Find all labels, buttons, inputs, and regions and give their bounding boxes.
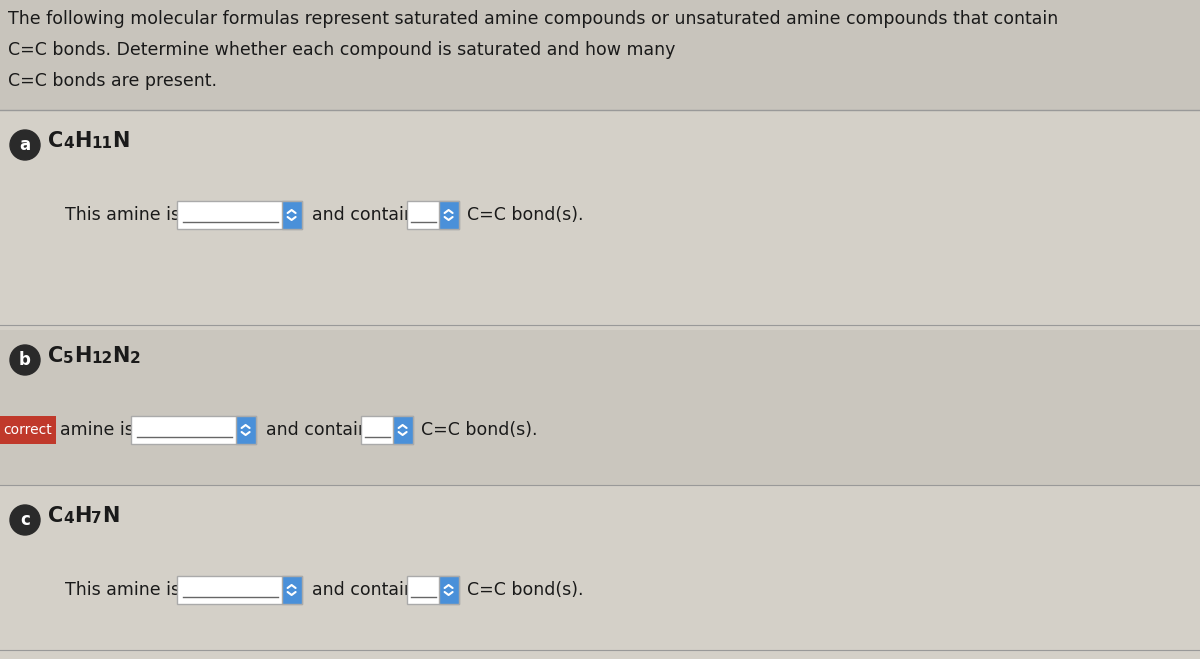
FancyBboxPatch shape	[0, 115, 1200, 325]
Text: 4: 4	[64, 136, 74, 151]
Text: C=C bonds. Determine whether each compound is saturated and how many: C=C bonds. Determine whether each compou…	[8, 41, 676, 59]
FancyBboxPatch shape	[0, 330, 1200, 485]
Text: b: b	[19, 351, 31, 369]
FancyBboxPatch shape	[282, 576, 301, 604]
FancyBboxPatch shape	[131, 416, 256, 444]
FancyBboxPatch shape	[439, 201, 458, 229]
FancyBboxPatch shape	[0, 0, 1200, 110]
Text: C=C bonds are present.: C=C bonds are present.	[8, 72, 217, 90]
Text: amine is: amine is	[60, 421, 134, 439]
Text: 12: 12	[91, 351, 113, 366]
Text: and contains: and contains	[265, 421, 378, 439]
FancyBboxPatch shape	[439, 576, 458, 604]
FancyBboxPatch shape	[392, 416, 413, 444]
FancyBboxPatch shape	[407, 201, 458, 229]
Text: N: N	[113, 346, 130, 366]
Text: H: H	[74, 346, 91, 366]
Text: C: C	[48, 131, 64, 151]
FancyBboxPatch shape	[176, 576, 301, 604]
Text: H: H	[74, 506, 91, 526]
FancyBboxPatch shape	[361, 416, 413, 444]
Text: This amine is: This amine is	[65, 581, 180, 599]
Text: C: C	[48, 506, 64, 526]
Text: 11: 11	[91, 136, 113, 151]
Circle shape	[10, 130, 40, 160]
FancyBboxPatch shape	[407, 576, 458, 604]
Text: C=C bond(s).: C=C bond(s).	[467, 581, 583, 599]
Text: 2: 2	[130, 351, 140, 366]
FancyBboxPatch shape	[0, 416, 56, 444]
Text: and contains: and contains	[312, 581, 424, 599]
Text: This amine is: This amine is	[65, 206, 180, 224]
Text: C: C	[48, 346, 64, 366]
FancyBboxPatch shape	[282, 201, 301, 229]
Text: 5: 5	[64, 351, 74, 366]
Text: C=C bond(s).: C=C bond(s).	[467, 206, 583, 224]
Text: a: a	[19, 136, 30, 154]
FancyBboxPatch shape	[0, 490, 1200, 650]
Text: 7: 7	[91, 511, 102, 526]
Text: and contains: and contains	[312, 206, 424, 224]
Circle shape	[10, 505, 40, 535]
Text: H: H	[74, 131, 91, 151]
Text: N: N	[102, 506, 119, 526]
Text: N: N	[113, 131, 130, 151]
Text: 4: 4	[64, 511, 74, 526]
FancyBboxPatch shape	[176, 201, 301, 229]
FancyBboxPatch shape	[235, 416, 256, 444]
Text: correct: correct	[4, 423, 53, 437]
Text: The following molecular formulas represent saturated amine compounds or unsatura: The following molecular formulas represe…	[8, 10, 1058, 28]
Text: C=C bond(s).: C=C bond(s).	[421, 421, 538, 439]
Text: c: c	[20, 511, 30, 529]
Circle shape	[10, 345, 40, 375]
